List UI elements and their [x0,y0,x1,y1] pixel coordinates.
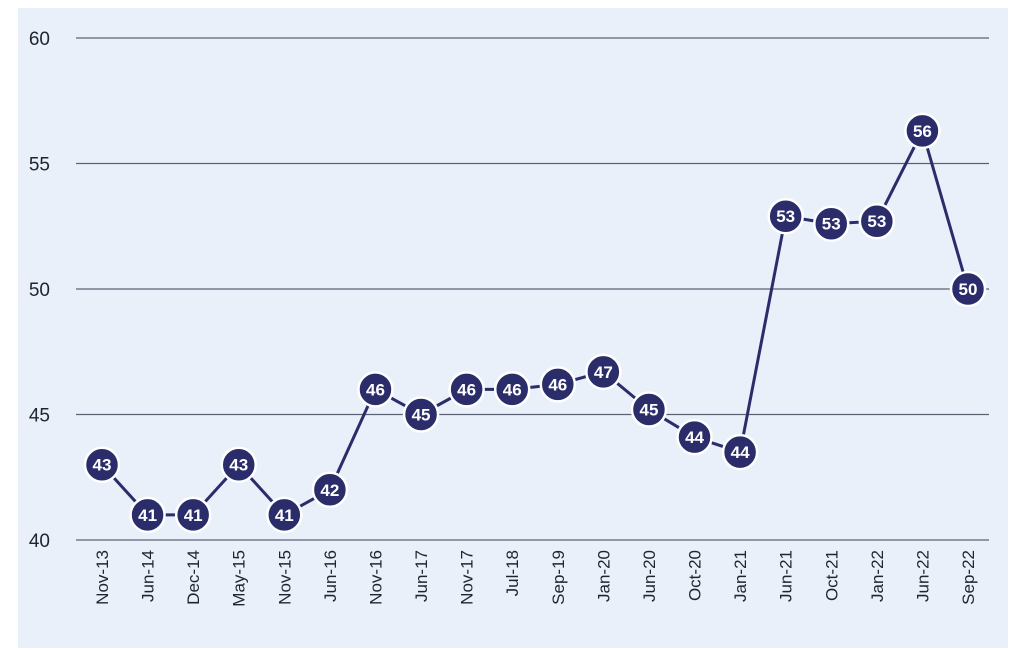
x-tick-label: Jan-21 [731,550,750,602]
data-point: 45 [630,391,668,428]
data-point-marker [448,371,485,408]
data-point: 46 [493,371,531,408]
data-label: 53 [776,207,795,226]
x-tick-label: Nov-17 [458,550,477,605]
data-label: 42 [320,481,339,500]
data-point-marker [676,418,713,456]
data-point-marker [767,197,804,235]
data-point: 47 [585,353,622,391]
x-tick-label: Nov-13 [93,550,112,605]
data-label: 41 [138,506,157,525]
data-point-marker [174,496,212,534]
x-tick-label: Jun-20 [640,550,659,602]
data-point: 53 [767,197,804,235]
data-label: 46 [548,375,567,394]
y-tick-label: 55 [29,155,50,176]
data-label: 45 [412,406,431,425]
data-point: 53 [813,205,850,242]
data-point-marker [493,371,531,408]
x-tick-label: Oct-20 [686,550,705,601]
x-tick-label: Oct-21 [822,550,841,601]
data-point: 41 [129,496,166,534]
x-tick-label: Nov-15 [275,550,294,605]
data-point-marker [949,270,987,308]
chart-area: 40 45 50 55 60 Nov-13 Jun-14 Dec-14 May-15 Nov-1… [18,8,1008,648]
data-point-marker [357,371,394,408]
data-point-marker [630,391,668,428]
y-tick-label: 50 [29,280,50,301]
data-label: 47 [594,363,613,382]
data-point: 56 [904,112,941,150]
data-point-marker [904,112,941,150]
data-label: 44 [685,428,704,447]
data-point-marker [83,446,121,483]
data-point: 50 [949,270,987,308]
data-point-marker [129,496,166,534]
x-axis-ticks: Nov-13 Jun-14 Dec-14 May-15 Nov-15 Jun-16 Nov-… [93,550,978,607]
y-tick-label: 40 [29,531,50,552]
x-tick-label: Sep-22 [959,550,978,605]
data-point-marker [585,353,622,391]
gridlines [76,37,989,541]
data-label: 41 [184,506,203,525]
data-point: 42 [311,471,349,509]
y-tick-label: 45 [29,406,50,427]
data-label: 46 [457,380,476,399]
x-tick-label: Jun-17 [412,550,431,602]
data-label: 56 [913,122,932,141]
data-point: 41 [266,496,303,534]
data-point: 53 [858,202,896,240]
y-tick-label: 60 [29,29,50,50]
x-tick-label: Nov-16 [366,550,385,605]
data-point: 43 [220,446,257,483]
x-tick-label: Jun-22 [913,550,932,602]
data-point-marker [311,471,349,509]
data-point-marker [220,446,257,483]
x-tick-label: Jan-22 [868,550,887,602]
x-tick-label: Jun-14 [139,550,158,602]
data-point: 45 [402,396,440,433]
data-point-marker [539,366,577,403]
data-label: 46 [366,380,385,399]
data-point: 46 [357,371,394,408]
x-tick-label: Dec-14 [184,550,203,605]
data-label: 44 [731,443,750,462]
data-point: 44 [676,418,713,456]
data-label: 53 [822,215,841,234]
x-tick-label: Sep-19 [549,550,568,605]
data-point-marker [721,433,759,471]
data-points: 43 41 41 43 41 42 46 45 46 46 46 47 45 44 44 53 53 53 56 50 [83,112,987,534]
data-point: 43 [83,446,121,483]
data-label: 45 [639,400,658,419]
data-label: 50 [959,280,978,299]
data-label: 43 [229,456,248,475]
data-point-marker [402,396,440,433]
data-point-marker [813,205,850,242]
y-axis-ticks: 40 45 50 55 60 [29,29,50,552]
data-label: 46 [503,380,522,399]
x-tick-label: Jun-21 [777,550,796,602]
x-tick-label: Jan-20 [594,550,613,602]
data-point-marker [858,202,896,240]
data-point: 41 [174,496,212,534]
x-tick-label: Jul-18 [503,550,522,596]
data-label: 53 [867,212,886,231]
data-point: 46 [448,371,485,408]
data-point: 44 [721,433,759,471]
data-point-marker [266,496,303,534]
data-label: 43 [93,456,112,475]
data-point: 46 [539,366,577,403]
data-label: 41 [275,506,294,525]
x-tick-label: Jun-16 [321,550,340,602]
x-tick-label: May-15 [230,550,249,607]
